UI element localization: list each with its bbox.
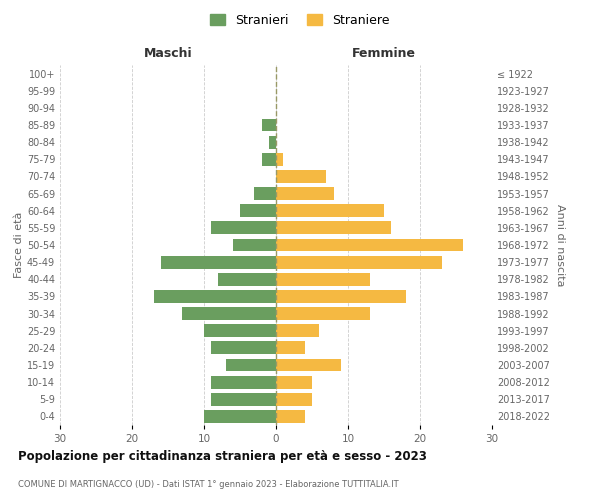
Bar bbox=[211, 342, 276, 354]
Bar bbox=[240, 204, 276, 217]
Bar bbox=[254, 187, 276, 200]
Text: Maschi: Maschi bbox=[143, 47, 193, 60]
Bar bbox=[276, 393, 312, 406]
Bar bbox=[276, 256, 442, 268]
Legend: Stranieri, Straniere: Stranieri, Straniere bbox=[205, 8, 395, 32]
Bar bbox=[276, 324, 319, 337]
Bar bbox=[276, 204, 384, 217]
Bar bbox=[276, 410, 305, 423]
Bar bbox=[211, 393, 276, 406]
Bar bbox=[276, 342, 305, 354]
Bar bbox=[233, 238, 276, 252]
Bar bbox=[226, 358, 276, 372]
Bar bbox=[276, 187, 334, 200]
Bar bbox=[276, 222, 391, 234]
Bar bbox=[276, 376, 312, 388]
Text: Popolazione per cittadinanza straniera per età e sesso - 2023: Popolazione per cittadinanza straniera p… bbox=[18, 450, 427, 463]
Bar bbox=[204, 410, 276, 423]
Bar bbox=[218, 273, 276, 285]
Bar bbox=[269, 136, 276, 148]
Bar bbox=[211, 222, 276, 234]
Bar bbox=[262, 153, 276, 166]
Bar bbox=[182, 307, 276, 320]
Y-axis label: Fasce di età: Fasce di età bbox=[14, 212, 24, 278]
Text: Femmine: Femmine bbox=[352, 47, 416, 60]
Bar bbox=[276, 153, 283, 166]
Text: COMUNE DI MARTIGNACCO (UD) - Dati ISTAT 1° gennaio 2023 - Elaborazione TUTTITALI: COMUNE DI MARTIGNACCO (UD) - Dati ISTAT … bbox=[18, 480, 398, 489]
Bar bbox=[262, 118, 276, 132]
Y-axis label: Anni di nascita: Anni di nascita bbox=[556, 204, 565, 286]
Bar bbox=[276, 273, 370, 285]
Bar bbox=[211, 376, 276, 388]
Bar bbox=[161, 256, 276, 268]
Bar bbox=[276, 238, 463, 252]
Bar bbox=[276, 358, 341, 372]
Bar bbox=[204, 324, 276, 337]
Bar bbox=[154, 290, 276, 303]
Bar bbox=[276, 307, 370, 320]
Bar bbox=[276, 170, 326, 183]
Bar bbox=[276, 290, 406, 303]
